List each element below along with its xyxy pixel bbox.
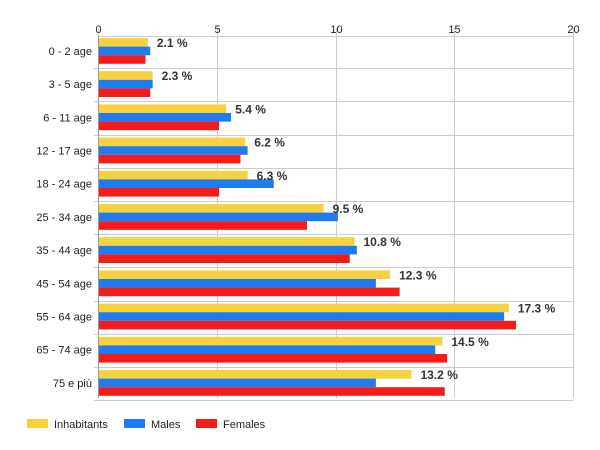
x-axis-ticks: 0 5 10 15 20	[95, 24, 579, 36]
data-label: 2.1 %	[157, 36, 188, 50]
bar-males	[99, 212, 338, 222]
y-axis-categories: 0 - 2 age 3 - 5 age 6 - 11 age 12 - 17 age 1…	[36, 46, 92, 390]
x-tick-label: 20	[567, 24, 579, 36]
data-label: 14.5 %	[451, 335, 489, 349]
bar-females	[99, 55, 146, 64]
bar-males	[99, 345, 436, 354]
x-tick-label: 15	[448, 24, 460, 36]
category-label: 25 - 34 age	[36, 212, 92, 224]
legend-swatch-males	[124, 419, 145, 428]
bar-inhabitants	[99, 370, 412, 379]
bar-males	[99, 79, 153, 89]
bar-males	[99, 46, 151, 56]
data-label: 5.4 %	[235, 102, 266, 116]
bar-females	[99, 287, 400, 297]
category-label: 55 - 64 age	[36, 312, 92, 324]
category-label: 35 - 44 age	[36, 245, 92, 257]
data-label: 6.2 %	[254, 136, 285, 150]
data-labels: 2.1 % 2.3 % 5.4 % 6.2 % 6.3 % 9.5 % 10.8 % 12.3…	[157, 36, 556, 382]
grid-layer	[94, 28, 574, 401]
category-label: 45 - 54 age	[36, 278, 92, 290]
category-label: 0 - 2 age	[49, 46, 92, 58]
data-label: 10.8 %	[364, 235, 402, 249]
bar-inhabitants	[99, 137, 246, 147]
bars	[99, 38, 516, 396]
data-label: 13.2 %	[421, 368, 459, 382]
category-label: 18 - 24 age	[36, 179, 92, 191]
legend: Inhabitants Males Females	[27, 419, 266, 431]
bar-inhabitants	[99, 303, 509, 313]
data-label: 6.3 %	[257, 169, 288, 183]
bar-males	[99, 179, 274, 188]
data-label: 17.3 %	[518, 302, 556, 316]
bar-females	[99, 121, 220, 131]
x-tick-label: 0	[95, 24, 101, 36]
bar-males	[99, 245, 357, 255]
bar-females	[99, 387, 445, 396]
bar-males	[99, 279, 376, 288]
bar-females	[99, 221, 307, 230]
legend-label-inhabitants: Inhabitants	[54, 419, 108, 431]
data-label: 12.3 %	[399, 268, 437, 282]
bar-females	[99, 354, 448, 363]
bar-males	[99, 146, 248, 155]
bar-females	[99, 254, 350, 263]
category-label: 3 - 5 age	[49, 79, 92, 91]
bar-inhabitants	[99, 170, 248, 180]
legend-label-males: Males	[151, 419, 181, 431]
category-label: 6 - 11 age	[43, 112, 92, 124]
bar-females	[99, 154, 241, 164]
legend-swatch-inhabitants	[27, 419, 48, 428]
legend-swatch-females	[196, 419, 217, 428]
bar-males	[99, 113, 231, 122]
bar-inhabitants	[99, 104, 227, 113]
bar-inhabitants	[99, 204, 324, 213]
bar-inhabitants	[99, 38, 148, 47]
category-label: 12 - 17 age	[36, 146, 92, 158]
bar-females	[99, 88, 151, 97]
bar-males	[99, 312, 505, 321]
data-label: 2.3 %	[162, 69, 193, 83]
bar-males	[99, 378, 376, 388]
bar-inhabitants	[99, 336, 443, 346]
bar-females	[99, 320, 516, 330]
bar-inhabitants	[99, 71, 153, 80]
bar-inhabitants	[99, 270, 391, 279]
x-tick-label: 5	[214, 24, 220, 36]
legend-label-females: Females	[223, 419, 266, 431]
category-label: 65 - 74 age	[36, 345, 92, 357]
bar-inhabitants	[99, 237, 355, 246]
bar-females	[99, 188, 220, 197]
category-label: 75 e più	[53, 378, 92, 390]
data-label: 9.5 %	[333, 202, 364, 216]
x-tick-label: 10	[330, 24, 342, 36]
